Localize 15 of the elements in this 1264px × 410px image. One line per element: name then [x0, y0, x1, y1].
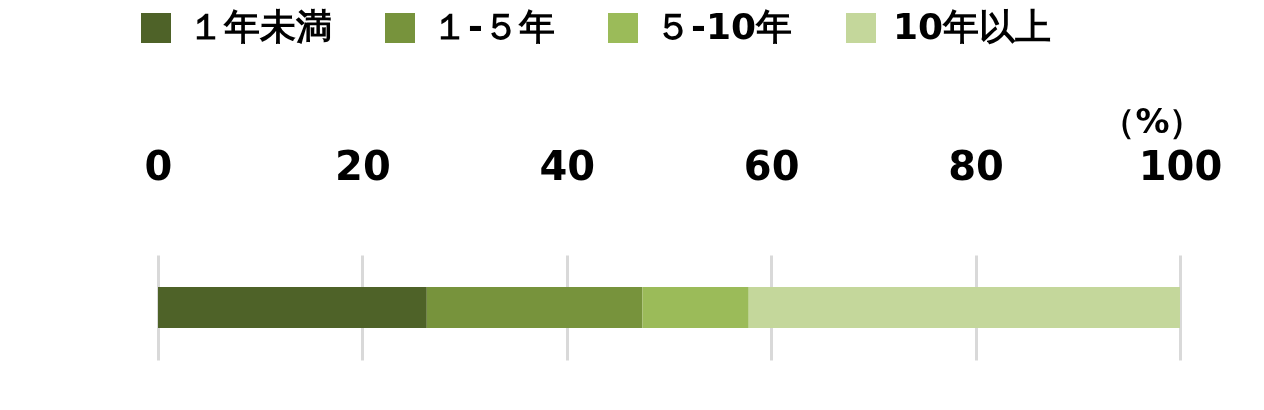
bar [642, 287, 749, 328]
legend-label: ５-10年 [655, 6, 793, 47]
x-tick-label: 60 [743, 142, 800, 189]
bar [426, 287, 643, 328]
x-tick-label: 40 [539, 142, 596, 189]
legend-label: １年未満 [188, 6, 332, 47]
x-axis-title: （%） [1101, 100, 1204, 141]
x-tick-label: 100 [1138, 142, 1223, 189]
x-tick-label: 20 [335, 142, 391, 189]
bar [748, 287, 1180, 328]
legend-label: １-５年 [432, 6, 555, 47]
x-tick-label: 80 [948, 142, 1004, 189]
x-tick-label: 0 [144, 142, 173, 189]
legend-label: 10年以上 [893, 6, 1052, 47]
bar [158, 287, 427, 328]
